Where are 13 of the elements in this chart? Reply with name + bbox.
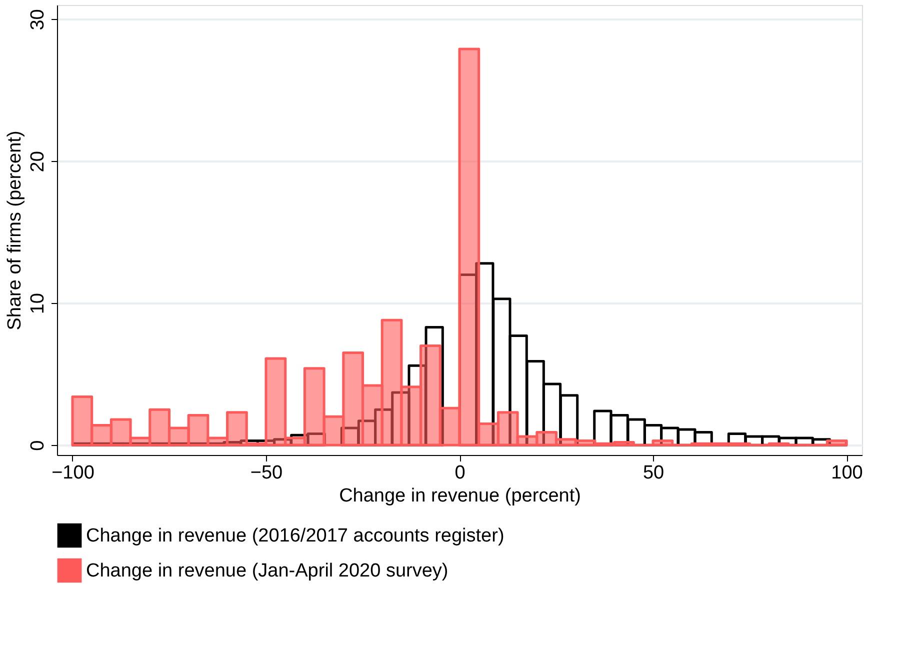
x-tick-label: 0	[454, 462, 466, 484]
legend-label: Change in revenue (2016/2017 accounts register)	[86, 526, 504, 546]
x-tick-label: −100	[52, 462, 94, 484]
x-axis-title: Change in revenue (percent)	[339, 486, 581, 506]
y-axis-title: Share of firms (percent)	[4, 130, 26, 330]
x-tick-label: 50	[642, 462, 664, 484]
y-tick-label: 20	[28, 151, 48, 172]
legend-label: Change in revenue (Jan-April 2020 survey)	[86, 560, 448, 582]
x-tick-label: 100	[831, 462, 863, 484]
y-tick-label: 10	[28, 293, 48, 314]
x-tick-label: −50	[250, 462, 283, 484]
y-tick-label: 30	[28, 9, 48, 30]
y-tick-label: 0	[28, 440, 48, 451]
